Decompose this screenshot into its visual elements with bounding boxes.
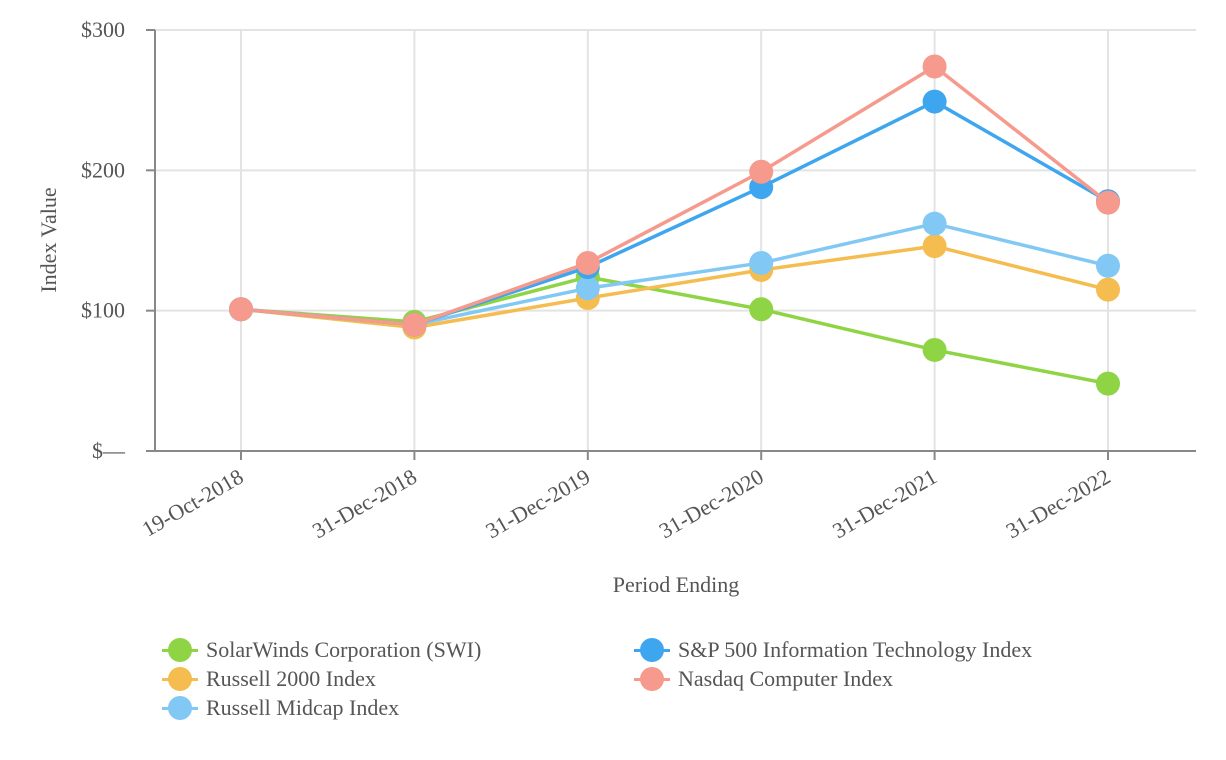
series-line — [240, 64, 1110, 327]
axes — [154, 30, 1196, 452]
y-tick-label: $200 — [81, 157, 125, 182]
data-point — [749, 159, 774, 184]
y-tick-label: $— — [92, 438, 126, 463]
data-point — [229, 297, 253, 322]
legend-label: Russell 2000 Index — [206, 666, 376, 691]
legend-item[interactable]: SolarWinds Corporation (SWI) — [160, 636, 481, 664]
legend-item[interactable]: Nasdaq Computer Index — [632, 665, 893, 693]
y-axis-label: Index Value — [36, 187, 61, 292]
data-point — [1096, 190, 1120, 215]
legend-swatch — [632, 665, 672, 693]
x-tick-label: 31-Dec-2022 — [1001, 464, 1114, 544]
legend-swatch — [160, 665, 200, 693]
line-chart: $— $100 $200 $300 19-Oct-2018 31-Dec-2018 31-… — [36, 17, 1196, 597]
series — [229, 234, 1120, 340]
series — [229, 54, 1120, 337]
legend-label: SolarWinds Corporation (SWI) — [206, 637, 482, 662]
x-axis-ticks: 19-Oct-2018 31-Dec-2018 31-Dec-2019 31-Dec-… — [138, 451, 1115, 543]
series-line — [240, 221, 1109, 327]
series — [229, 89, 1120, 337]
x-tick-label: 19-Oct-2018 — [138, 464, 248, 542]
legend-item[interactable]: Russell 2000 Index — [160, 665, 376, 693]
x-axis-label: Period Ending — [613, 572, 740, 597]
data-point — [749, 297, 774, 322]
series-line — [240, 99, 1109, 327]
y-axis-ticks: $— $100 $200 $300 — [81, 17, 155, 463]
data-point — [1096, 277, 1120, 302]
data-point — [922, 337, 947, 362]
legend-item[interactable]: S&P 500 Information Technology Index — [632, 636, 1032, 664]
grid-lines — [155, 29, 1196, 451]
data-point — [575, 250, 600, 275]
series-line — [240, 244, 1109, 330]
data-point — [1096, 253, 1120, 278]
series-line — [240, 275, 1109, 386]
legend-swatch — [160, 636, 200, 664]
x-tick-label: 31-Dec-2021 — [828, 464, 941, 544]
legend-label: S&P 500 Information Technology Index — [678, 637, 1033, 662]
legend-label: Russell Midcap Index — [206, 695, 400, 720]
data-point — [922, 211, 947, 236]
x-tick-label: 31-Dec-2020 — [655, 464, 768, 544]
legend-swatch — [160, 694, 200, 722]
data-point — [1096, 371, 1120, 396]
x-tick-label: 31-Dec-2018 — [308, 464, 421, 544]
x-tick-label: 31-Dec-2019 — [481, 464, 594, 544]
legend-swatch — [632, 636, 672, 664]
data-point — [922, 234, 947, 259]
data-point — [922, 89, 947, 114]
y-tick-label: $300 — [81, 17, 125, 42]
legend-item[interactable]: Russell Midcap Index — [160, 694, 399, 722]
legend-label: Nasdaq Computer Index — [678, 666, 894, 691]
data-point — [575, 276, 600, 301]
data-point — [922, 54, 947, 79]
y-tick-label: $100 — [81, 298, 125, 323]
data-point — [402, 312, 427, 337]
series-group — [229, 54, 1120, 396]
data-point — [749, 250, 774, 275]
